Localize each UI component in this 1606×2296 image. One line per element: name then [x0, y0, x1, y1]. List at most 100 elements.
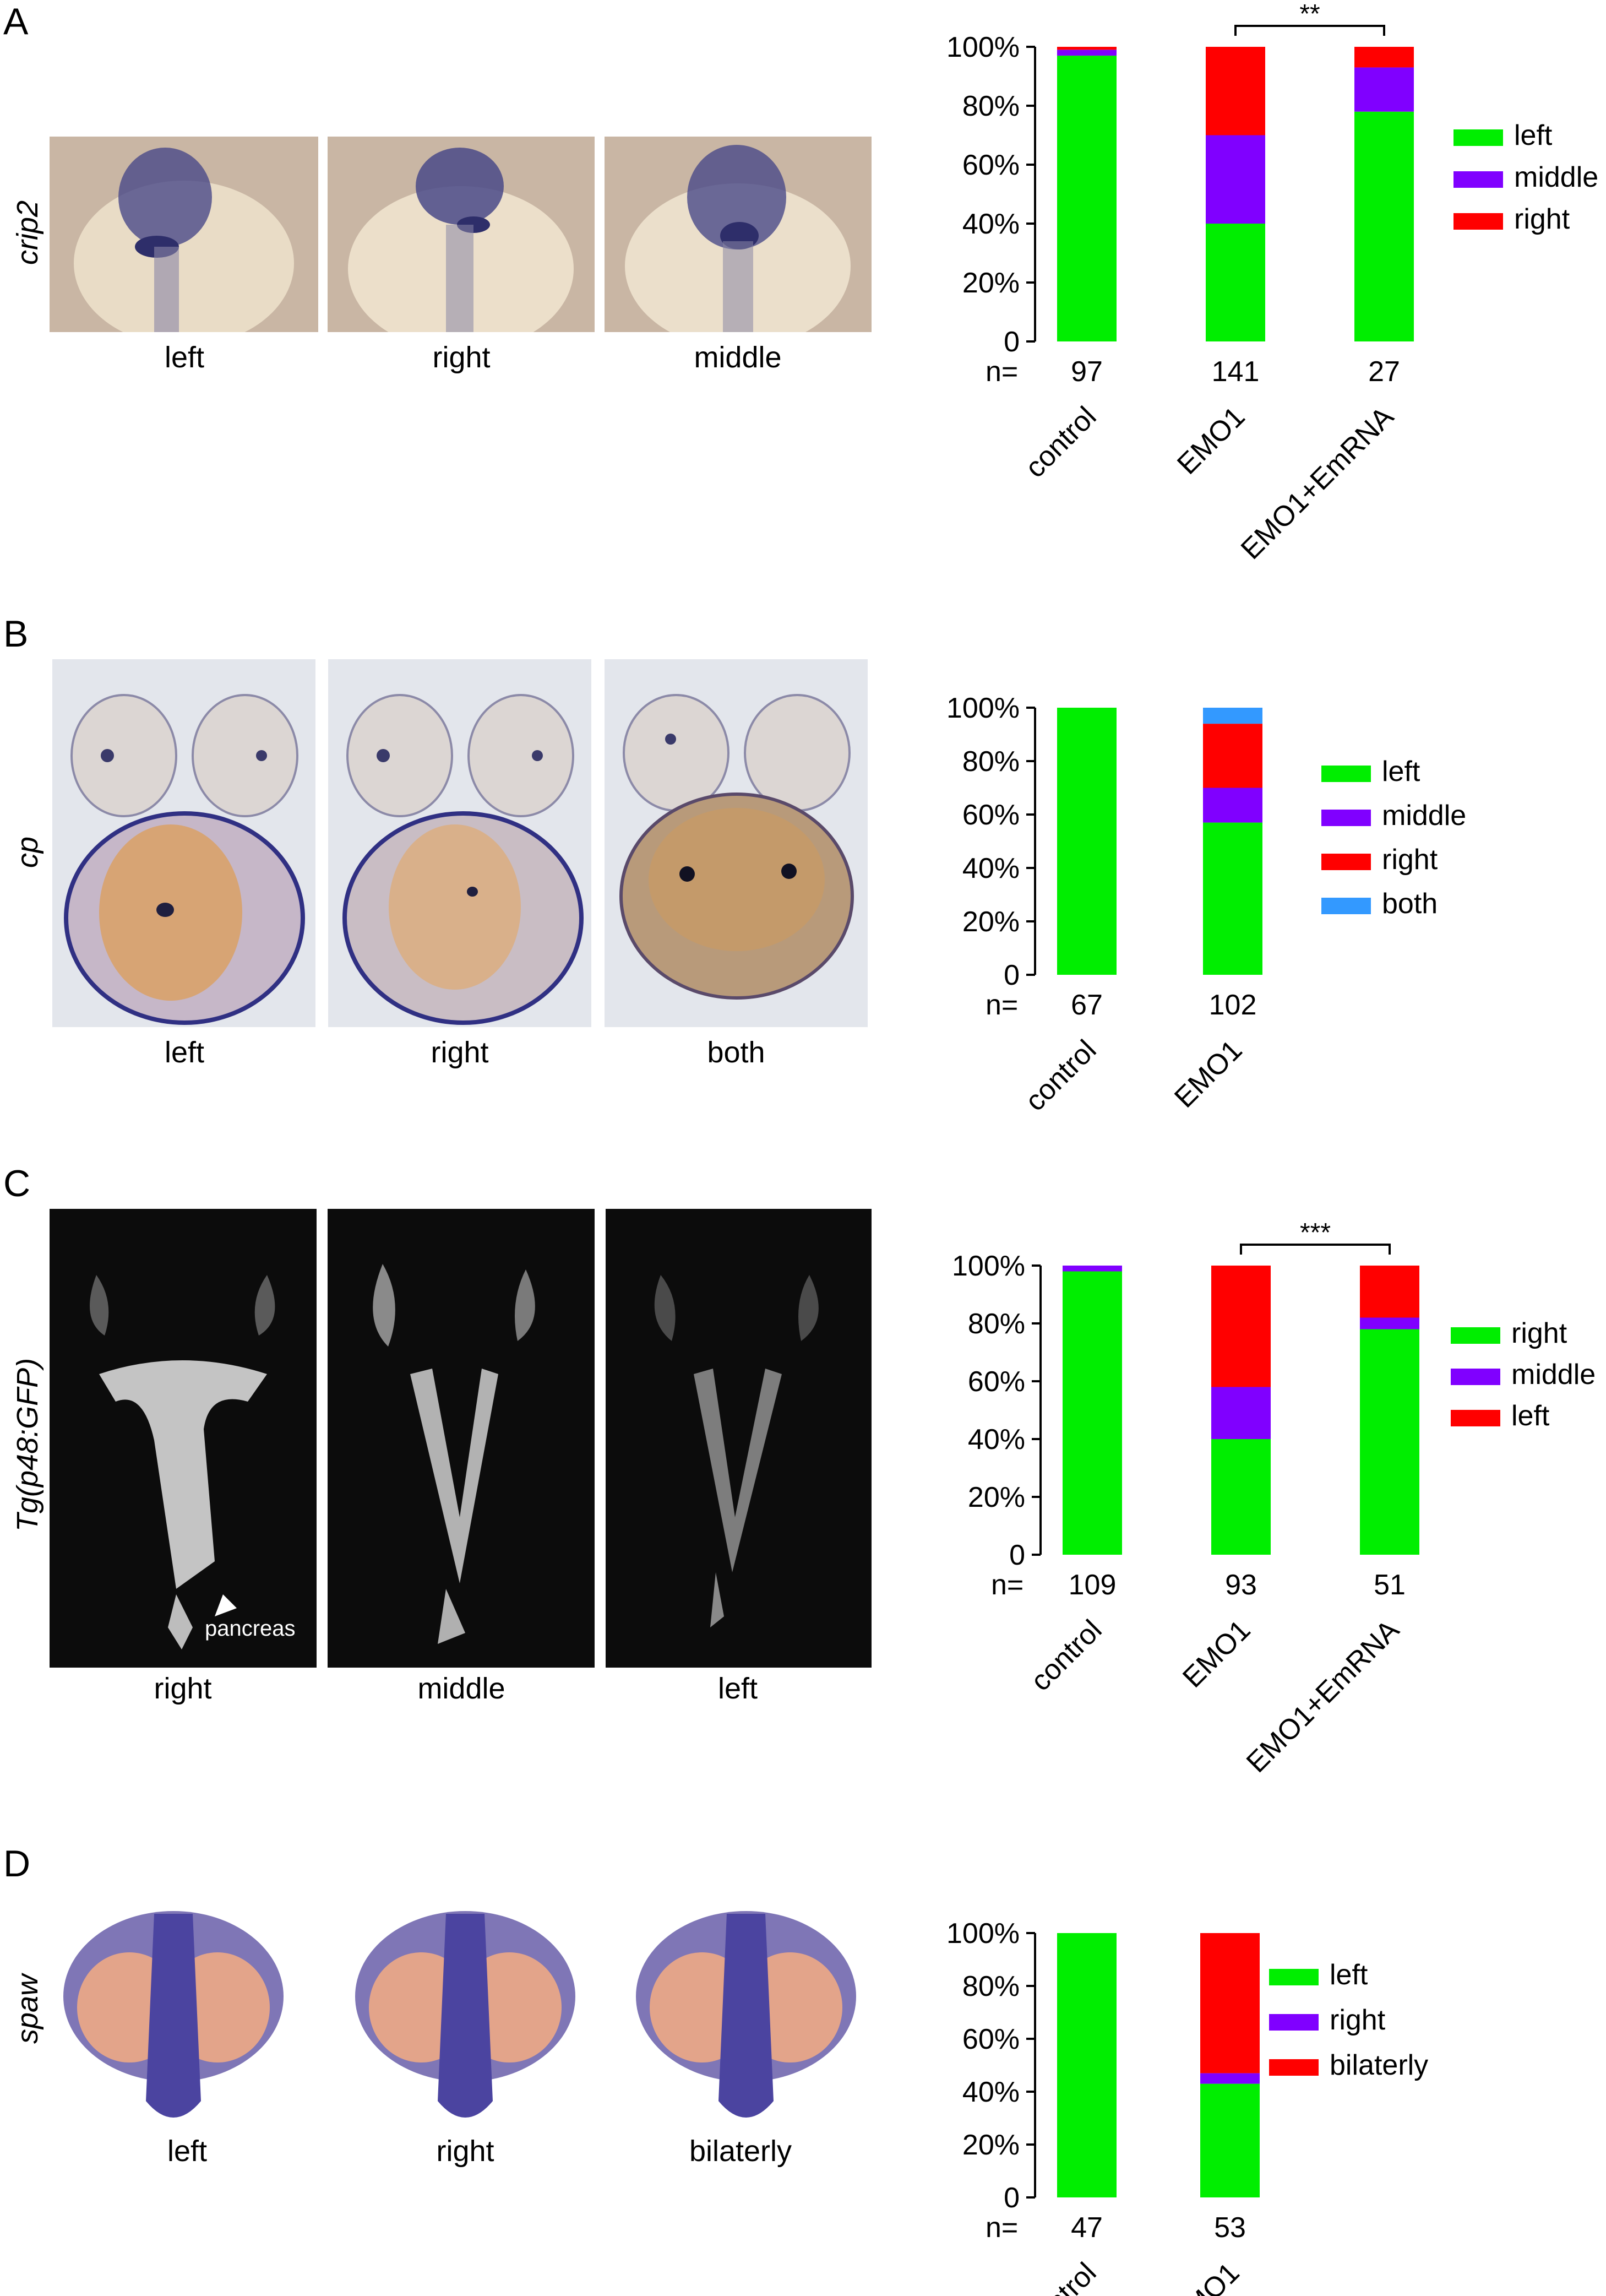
bar-segment-left	[1057, 56, 1117, 342]
y-tick-label: 80%	[968, 1308, 1025, 1340]
bar-segment-right	[1063, 1271, 1122, 1555]
bar-segment-middle	[1211, 1387, 1271, 1439]
bar-segment-bilaterly	[1200, 1933, 1260, 2074]
bar-segment-right	[1206, 47, 1265, 135]
n-prefix: n=	[991, 1569, 1024, 1601]
n-label: 93	[1225, 1569, 1257, 1601]
bar-segment-left	[1360, 1266, 1419, 1318]
legend-swatch	[1453, 129, 1503, 146]
legend-swatch	[1269, 1969, 1319, 1985]
y-tick-label: 80%	[962, 90, 1020, 122]
chart-svg-3: 0 20% 40% 60% 80% 100% 47 control 53 EMO1 n= left ri…	[946, 1918, 1428, 2296]
y-tick-label: 100%	[946, 1918, 1020, 1950]
legend-label: both	[1382, 888, 1438, 920]
y-tick-label: 40%	[962, 853, 1020, 884]
caption-b-3: both	[707, 1036, 765, 1069]
gene-label-a: crip2	[11, 200, 44, 265]
embryo-image-b-3	[605, 659, 868, 1027]
y-tick-label: 100%	[946, 692, 1020, 724]
n-prefix: n=	[986, 356, 1018, 388]
bar-segment-left	[1200, 2083, 1260, 2197]
gfp-image-c-1	[50, 1209, 317, 1668]
n-prefix: n=	[986, 989, 1018, 1021]
gene-label-b: cp	[11, 836, 44, 868]
bar-segment-both	[1203, 708, 1262, 724]
bar-segment-right	[1200, 2073, 1260, 2084]
gfp-image-c-3	[606, 1209, 872, 1668]
significance-label: ***	[1300, 1218, 1331, 1247]
chart-a: 0 20% 40% 60% 80% 100% 97 control 141 EMO1 27 EMO1+…	[870, 0, 1598, 622]
embryo-image-d-3	[625, 1892, 867, 2129]
bar-segment-middle	[1203, 788, 1262, 823]
legend-label: left	[1511, 1400, 1550, 1432]
caption-b-1: left	[164, 1036, 205, 1069]
bar-segment-left	[1057, 1933, 1117, 2197]
caption-a-1: left	[164, 341, 205, 374]
caption-d-1: left	[167, 2135, 208, 2168]
y-tick-label: 20%	[962, 2129, 1020, 2161]
caption-d-2: right	[436, 2135, 494, 2168]
y-tick-label: 20%	[968, 1481, 1025, 1513]
y-tick-label: 0	[1004, 2182, 1020, 2214]
legend-swatch	[1453, 213, 1503, 230]
chart-svg-2: 020%40%60%80%100%109control93EMO151EMO1+…	[952, 1218, 1596, 1779]
legend-swatch	[1451, 1327, 1500, 1344]
n-label: 67	[1071, 989, 1103, 1021]
n-prefix: n=	[986, 2212, 1018, 2244]
legend-label: middle	[1511, 1359, 1596, 1391]
gene-label-c: Tg(p48:GFP)	[11, 1358, 44, 1532]
legend-label: middle	[1514, 161, 1598, 193]
y-tick-label: 20%	[962, 906, 1020, 938]
y-tick-label: 100%	[946, 31, 1020, 63]
embryo-image-d-2	[344, 1892, 586, 2129]
legend-swatch	[1321, 854, 1371, 870]
legend-label: left	[1514, 120, 1553, 151]
bar-segment-left	[1211, 1266, 1271, 1387]
embryo-image-d-1	[52, 1892, 295, 2129]
caption-c-2: middle	[417, 1672, 505, 1705]
caption-b-2: right	[431, 1036, 489, 1069]
embryo-image-a-1	[50, 137, 318, 332]
legend-swatch	[1451, 1369, 1500, 1385]
y-tick-label: 0	[1004, 326, 1020, 358]
y-tick-label: 20%	[962, 267, 1020, 299]
y-tick-label: 80%	[962, 746, 1020, 778]
legend-swatch	[1453, 171, 1503, 188]
n-label: 102	[1209, 989, 1257, 1021]
legend-swatch	[1321, 766, 1371, 782]
embryo-image-a-3	[605, 137, 872, 332]
bar-segment-right	[1057, 47, 1117, 50]
bar-segment-right	[1203, 724, 1262, 788]
n-label: 47	[1071, 2212, 1103, 2244]
caption-c-1: right	[154, 1672, 212, 1705]
legend-swatch	[1269, 2059, 1319, 2076]
n-label: 109	[1069, 1569, 1117, 1601]
panel-letter-c: C	[3, 1163, 31, 1204]
y-tick-label: 100%	[952, 1250, 1025, 1282]
bar-segment-middle	[1354, 67, 1414, 112]
n-label: 27	[1368, 356, 1400, 388]
caption-d-3: bilaterly	[689, 2135, 792, 2168]
caption-a-2: right	[432, 341, 491, 374]
significance-label: **	[1299, 0, 1320, 29]
y-tick-label: 0	[1009, 1539, 1025, 1571]
legend-label: bilaterly	[1330, 2049, 1428, 2081]
chart-c: 0 20% 40% 60% 80% 100% 109 control 93 EMO1 51 EMO1+…	[870, 1218, 1596, 1845]
legend-swatch	[1269, 2014, 1319, 2031]
legend-label: right	[1330, 2004, 1386, 2036]
bar-segment-middle	[1206, 135, 1265, 224]
bar-segment-left	[1203, 822, 1262, 975]
n-label: 53	[1214, 2212, 1246, 2244]
significance-bracket	[1240, 1244, 1391, 1255]
y-tick-label: 40%	[962, 2076, 1020, 2108]
y-tick-label: 60%	[968, 1366, 1025, 1398]
embryo-image-b-2	[328, 659, 591, 1027]
y-tick-label: 60%	[962, 149, 1020, 181]
bar-segment-right	[1360, 1329, 1419, 1555]
bar-segment-left	[1354, 111, 1414, 341]
y-tick-label: 60%	[962, 2023, 1020, 2055]
category-label: EMO1	[1166, 2256, 1245, 2296]
y-tick-label: 40%	[962, 208, 1020, 240]
chart-svg-1: 020%40%60%80%100%67control102EMO1n=leftm…	[946, 692, 1466, 1117]
pancreas-annotation: pancreas	[205, 1616, 296, 1641]
